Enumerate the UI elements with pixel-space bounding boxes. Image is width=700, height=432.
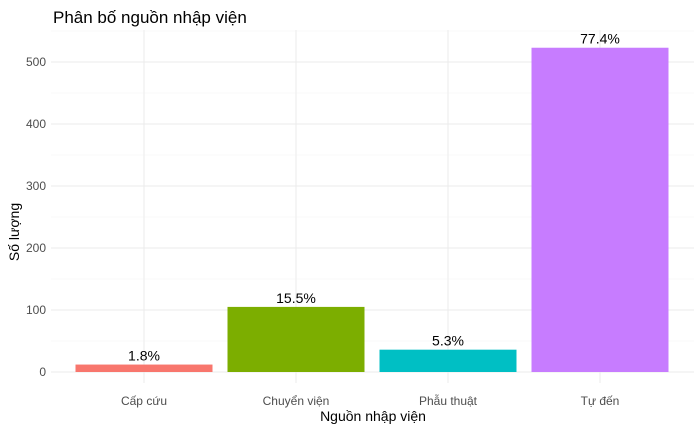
bar	[75, 364, 213, 372]
bar	[227, 306, 365, 372]
x-tick-label: Phẫu thuật	[419, 393, 478, 408]
x-axis-label: Nguồn nhập viện	[320, 408, 426, 424]
y-tick-label: 100	[26, 303, 46, 317]
x-axis-ticks: Cấp cứu Chuyển viện Phẫu thuật Tự đến	[121, 393, 619, 408]
y-tick-label: 300	[26, 179, 46, 193]
bars	[75, 47, 669, 373]
chart-title: Phân bố nguồn nhập viện	[53, 8, 247, 27]
y-axis-ticks: 0 100 200 300 400 500	[26, 55, 46, 379]
bar	[531, 47, 669, 373]
y-tick-label: 400	[26, 117, 46, 131]
bar-labels: 1.8% 15.5% 5.3% 77.4%	[128, 31, 620, 364]
x-tick-label: Tự đến	[581, 394, 620, 408]
bar-data-label: 15.5%	[276, 290, 316, 306]
y-tick-label: 0	[39, 365, 46, 379]
y-tick-label: 500	[26, 55, 46, 69]
y-axis-label: Số lượng	[6, 203, 22, 261]
y-tick-label: 200	[26, 241, 46, 255]
x-tick-label: Cấp cứu	[121, 394, 167, 408]
bar	[379, 349, 517, 372]
x-tick-label: Chuyển viện	[263, 394, 330, 408]
bar-data-label: 5.3%	[432, 333, 464, 349]
bar-data-label: 1.8%	[128, 348, 160, 364]
bar-data-label: 77.4%	[580, 31, 620, 47]
